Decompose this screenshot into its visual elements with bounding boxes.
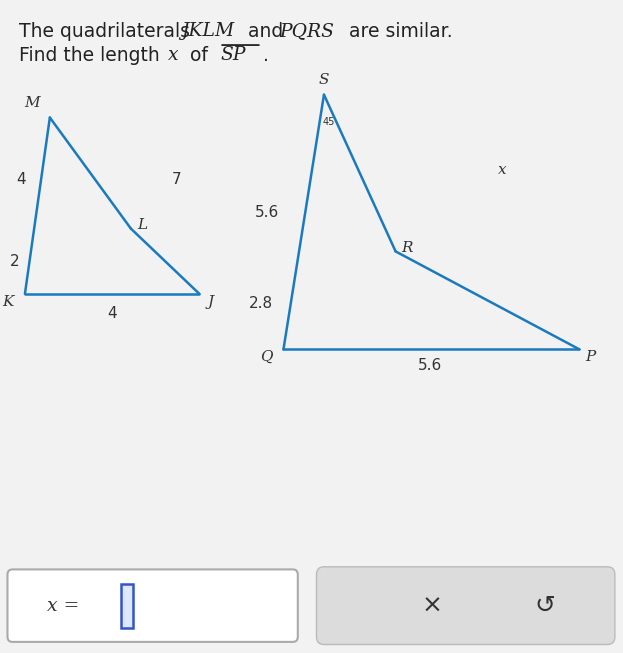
Text: Find the length: Find the length	[19, 46, 166, 65]
Text: PQRS: PQRS	[279, 22, 334, 40]
Text: R: R	[401, 241, 412, 255]
Text: J: J	[207, 295, 214, 309]
Text: 5.6: 5.6	[418, 358, 442, 373]
Text: ↺: ↺	[535, 594, 556, 618]
Text: 4: 4	[107, 306, 117, 321]
Text: Q: Q	[260, 350, 272, 364]
Text: ×: ×	[421, 594, 442, 618]
Text: SP: SP	[221, 46, 246, 64]
Text: JKLM: JKLM	[181, 22, 234, 40]
Bar	[121, 584, 133, 628]
Text: 2.8: 2.8	[249, 296, 273, 311]
Text: 2: 2	[11, 254, 20, 268]
Text: 4: 4	[17, 172, 26, 187]
Text: 45: 45	[322, 117, 335, 127]
FancyBboxPatch shape	[316, 567, 615, 645]
Text: .: .	[263, 46, 269, 65]
FancyBboxPatch shape	[7, 569, 298, 642]
Text: x: x	[498, 163, 507, 177]
Text: L: L	[137, 218, 147, 232]
Text: The quadrilaterals: The quadrilaterals	[19, 22, 196, 41]
Text: M: M	[24, 96, 40, 110]
Text: K: K	[2, 295, 13, 309]
Text: x =: x =	[47, 597, 85, 614]
Text: S: S	[319, 73, 329, 88]
Text: of: of	[184, 46, 214, 65]
Text: x: x	[168, 46, 179, 64]
Text: 5.6: 5.6	[255, 205, 279, 219]
Text: are similar.: are similar.	[343, 22, 452, 41]
Text: 7: 7	[171, 172, 181, 187]
Text: P: P	[586, 350, 596, 364]
Text: and: and	[242, 22, 289, 41]
